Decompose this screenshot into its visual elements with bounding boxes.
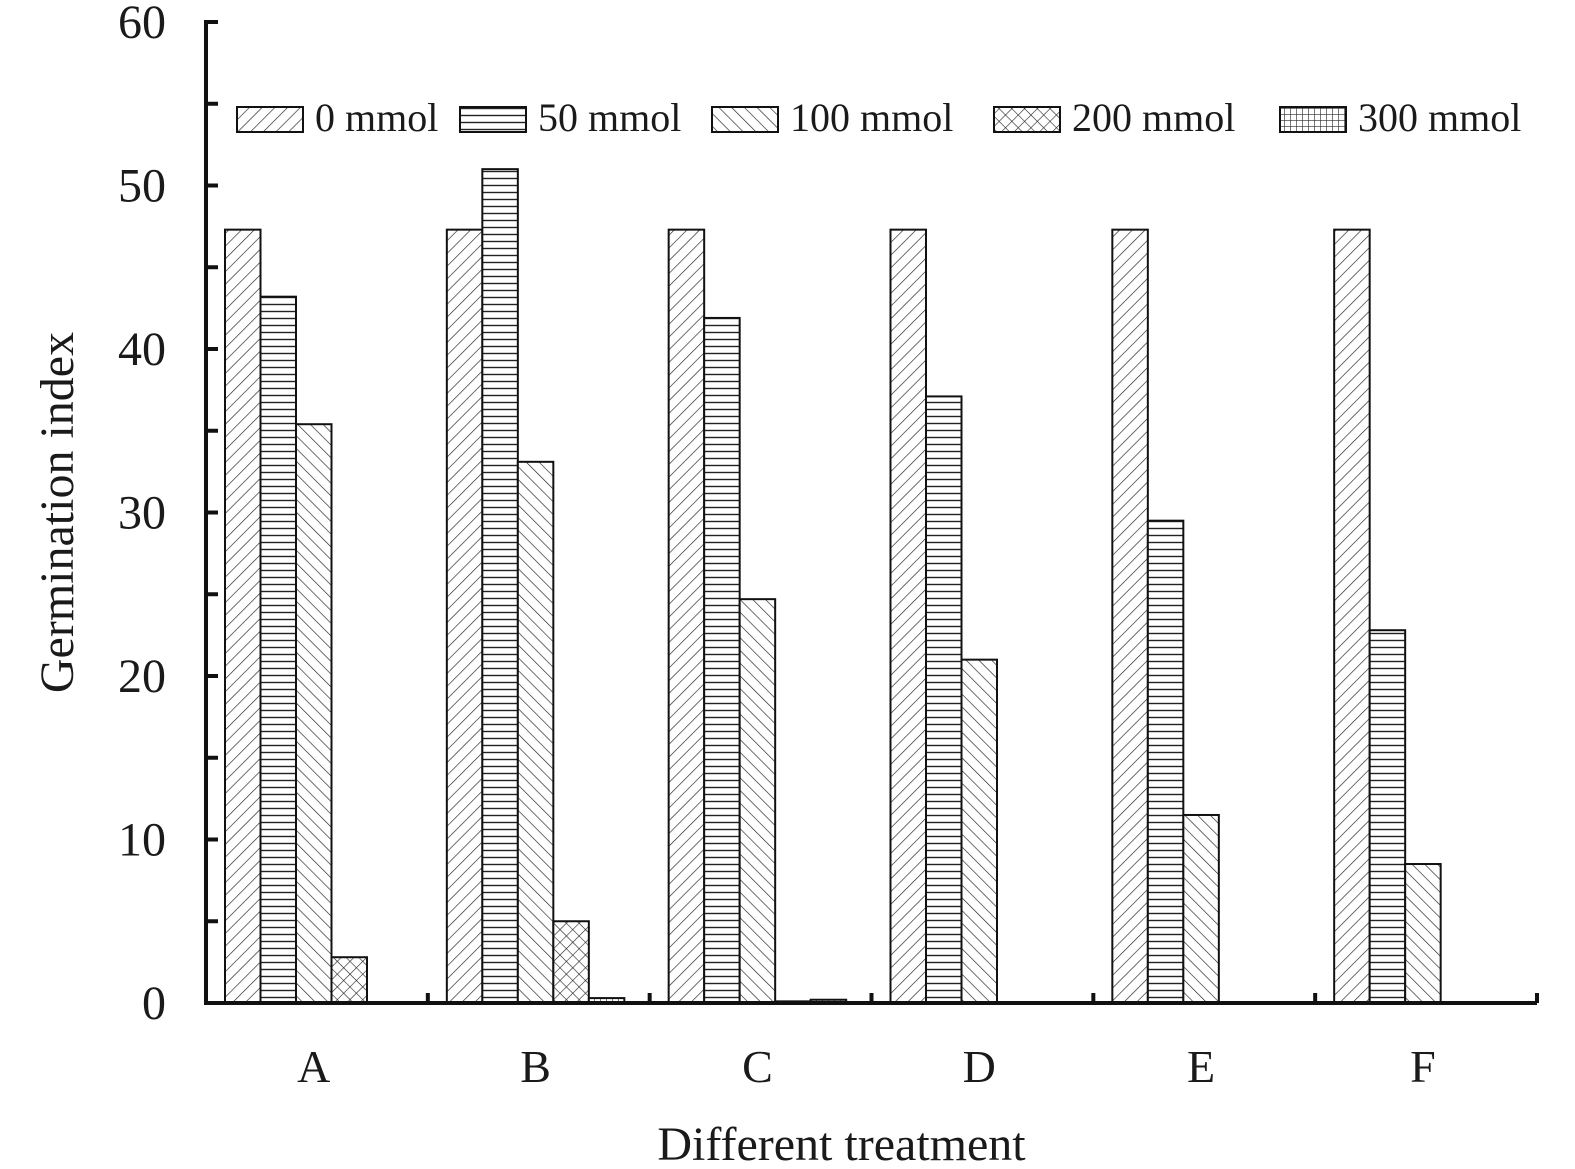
legend-item-50-mmol: 50 mmol — [459, 95, 681, 140]
legend-swatch — [711, 106, 779, 133]
y-tick-label: 40 — [118, 323, 166, 376]
y-tick-label: 10 — [118, 814, 166, 867]
y-axis-tick-labels: 0 10 20 30 40 50 60 — [118, 0, 166, 1030]
legend-swatch — [993, 106, 1061, 133]
legend-item-300-mmol: 300 mmol — [1279, 95, 1521, 140]
bar-A-50-mmol — [259, 295, 297, 1004]
bar-F-0-mmol — [1333, 228, 1371, 1004]
x-category-label: C — [742, 1041, 773, 1092]
x-category-label: B — [520, 1041, 551, 1092]
bar-A-0-mmol — [224, 228, 262, 1004]
bar-series-group — [224, 168, 1442, 1005]
legend-label: 100 mmol — [790, 95, 953, 140]
bar-E-50-mmol — [1146, 519, 1185, 1004]
bar-B-100-mmol — [516, 460, 555, 1004]
x-category-label: F — [1410, 1041, 1436, 1092]
y-axis-title: Germination index — [31, 332, 84, 693]
x-axis-title: Different treatment — [657, 1118, 1026, 1169]
bar-A-200-mmol — [330, 956, 368, 1004]
y-tick-label: 50 — [118, 160, 166, 213]
x-category-label: D — [963, 1041, 996, 1092]
bar-D-100-mmol — [960, 658, 998, 1005]
legend-label: 200 mmol — [1072, 95, 1235, 140]
bar-B-50-mmol — [481, 168, 519, 1004]
y-tick-label: 60 — [118, 0, 166, 49]
bar-F-100-mmol — [1404, 863, 1442, 1005]
bar-C-100-mmol — [738, 598, 777, 1005]
legend-item-200-mmol: 200 mmol — [993, 95, 1235, 140]
bar-E-100-mmol — [1182, 813, 1220, 1004]
legend-swatch — [459, 106, 527, 133]
bar-A-100-mmol — [295, 423, 333, 1004]
bar-D-50-mmol — [925, 395, 963, 1005]
bar-B-200-mmol — [552, 920, 590, 1004]
bar-F-50-mmol — [1368, 629, 1407, 1004]
x-category-label: A — [297, 1041, 330, 1092]
legend-swatch — [236, 106, 304, 133]
legend: 0 mmol 50 mmol 100 mmol 200 mmol 300 mmol — [236, 95, 1521, 140]
bar-B-0-mmol — [445, 228, 484, 1004]
legend-label: 50 mmol — [538, 95, 681, 140]
bar-C-0-mmol — [667, 228, 706, 1004]
y-tick-label: 0 — [142, 977, 166, 1030]
bar-E-0-mmol — [1111, 228, 1149, 1004]
legend-swatch — [1279, 106, 1347, 133]
legend-item-0-mmol: 0 mmol — [236, 95, 438, 140]
legend-label: 300 mmol — [1358, 95, 1521, 140]
legend-label: 0 mmol — [315, 95, 438, 140]
legend-item-100-mmol: 100 mmol — [711, 95, 953, 140]
x-category-label: E — [1187, 1041, 1215, 1092]
bar-C-50-mmol — [703, 316, 741, 1004]
bar-D-0-mmol — [889, 228, 927, 1004]
x-axis-category-labels: A B C D E F — [297, 1041, 1436, 1092]
y-tick-label: 20 — [118, 650, 166, 703]
y-tick-label: 30 — [118, 487, 166, 540]
